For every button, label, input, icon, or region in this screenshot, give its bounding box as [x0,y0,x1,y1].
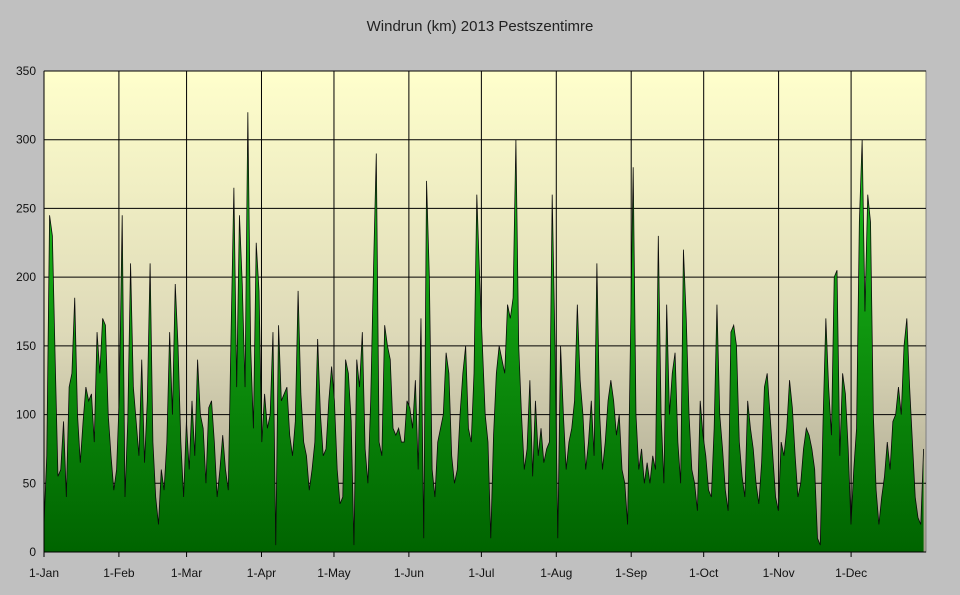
x-tick-label: 1-Jan [29,566,59,580]
y-tick-label: 50 [23,476,37,490]
chart-title: Windrun (km) 2013 Pestszentimre [367,18,594,35]
x-tick-label: 1-Aug [540,566,572,580]
x-axis: 1-Jan 1-Feb 1-Mar 1-Apr 1-May 1-Jun 1-Jul 1-Aug… [29,551,926,580]
y-tick-label: 100 [16,408,36,422]
x-tick-label: 1-Apr [247,566,276,580]
y-tick-label: 0 [29,545,36,559]
x-tick-label: 1-Feb [103,566,135,580]
x-tick-label: 1-Mar [171,566,202,580]
y-tick-label: 300 [16,133,36,147]
x-tick-label: 1-May [317,566,350,580]
windrun-line [43,112,924,546]
y-tick-label: 150 [16,339,36,353]
x-tick-label: 1-Sep [615,566,647,580]
x-tick-label: 1-Nov [763,566,795,580]
x-tick-label: 1-Jul [468,566,494,580]
y-tick-label: 200 [16,270,36,284]
y-tick-label: 350 [16,64,36,78]
y-axis: 0 50 100 150 200 250 300 350 [16,64,45,559]
x-tick-label: 1-Dec [835,566,867,580]
y-tick-label: 250 [16,201,36,215]
x-tick-label: 1-Oct [689,566,719,580]
data-area [43,112,924,552]
x-tick-label: 1-Jun [394,566,424,580]
